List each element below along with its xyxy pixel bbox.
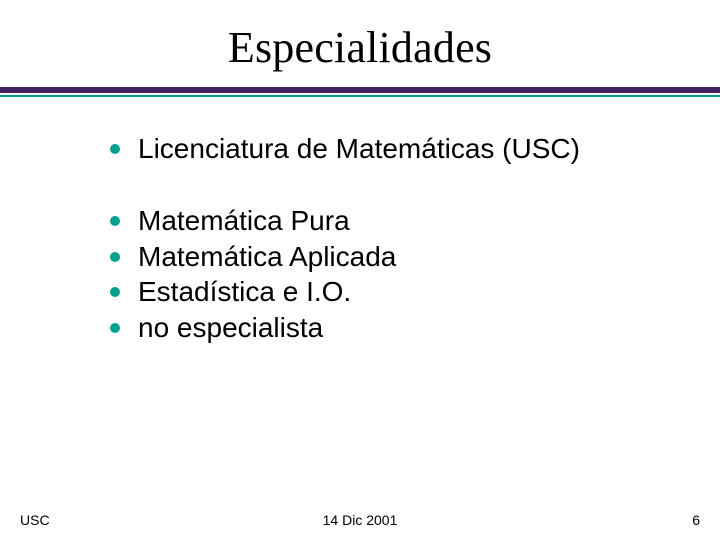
list-item: Licenciatura de Matemáticas (USC) <box>110 131 672 167</box>
bullet-text: no especialista <box>138 312 323 343</box>
list-item: Matemática Pura <box>110 203 672 239</box>
bullet-text: Licenciatura de Matemáticas (USC) <box>138 133 580 164</box>
content-area: Licenciatura de Matemáticas (USC) Matemá… <box>0 97 720 346</box>
divider-thin <box>0 95 720 97</box>
bullet-text: Matemática Aplicada <box>138 241 396 272</box>
bullet-icon <box>110 252 120 262</box>
bullet-icon <box>110 144 120 154</box>
list-item: Matemática Aplicada <box>110 239 672 275</box>
bullet-icon <box>110 323 120 333</box>
slide-title: Especialidades <box>0 0 720 87</box>
list-item: Estadística e I.O. <box>110 274 672 310</box>
title-divider <box>0 87 720 97</box>
bullet-icon <box>110 287 120 297</box>
bullet-text: Estadística e I.O. <box>138 276 351 307</box>
bullet-group-1: Licenciatura de Matemáticas (USC) <box>110 131 672 167</box>
slide: Especialidades Licenciatura de Matemátic… <box>0 0 720 540</box>
bullet-group-2: Matemática Pura Matemática Aplicada Esta… <box>110 203 672 346</box>
footer-center: 14 Dic 2001 <box>0 512 720 528</box>
bullet-icon <box>110 216 120 226</box>
footer-right: 6 <box>692 512 700 528</box>
bullet-text: Matemática Pura <box>138 205 350 236</box>
list-item: no especialista <box>110 310 672 346</box>
divider-thick <box>0 87 720 93</box>
